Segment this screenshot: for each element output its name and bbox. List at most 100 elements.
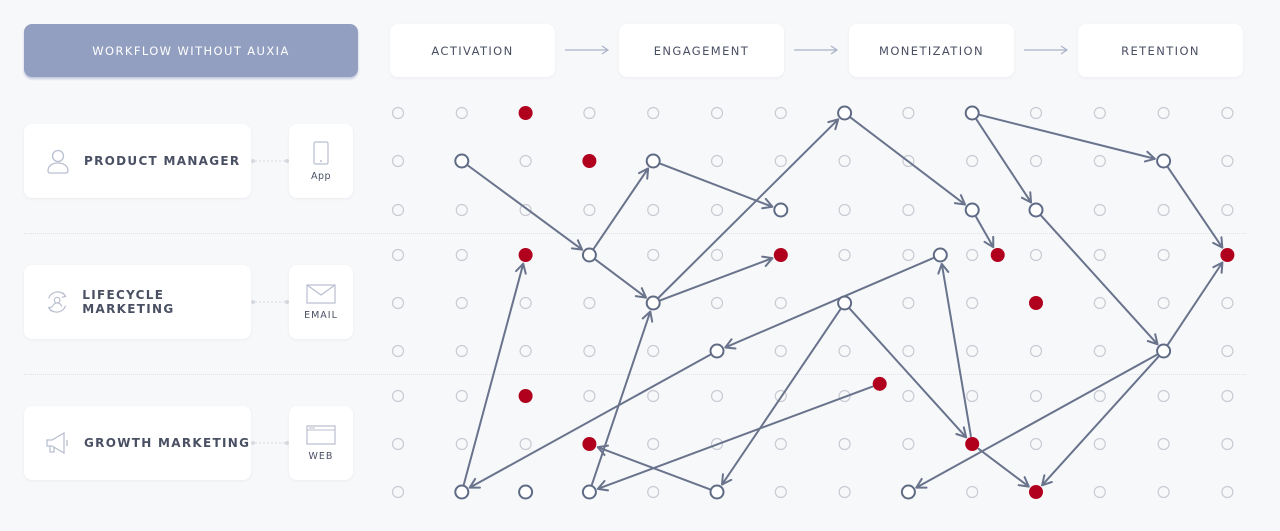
edge-line	[937, 262, 972, 438]
grid-dot	[1221, 154, 1234, 168]
edge-arrow	[915, 353, 1158, 489]
grid-dot	[391, 344, 405, 358]
grid-dot	[583, 296, 596, 310]
grid-dot	[519, 296, 532, 310]
grid-dot	[1029, 106, 1043, 120]
grid-dot	[1093, 344, 1106, 358]
grid-dot	[1029, 344, 1043, 358]
envelope-icon	[306, 283, 336, 304]
workflow-node	[900, 484, 916, 500]
grid-dot	[902, 389, 915, 403]
grid-dot	[1029, 248, 1043, 262]
edge-line	[721, 308, 842, 486]
grid-dot	[710, 437, 724, 451]
grid-dot	[774, 296, 787, 310]
edge-arrow	[975, 118, 1033, 204]
grid-dot	[1157, 203, 1170, 217]
edge-arrow	[596, 444, 711, 491]
role-label: PRODUCT MANAGER	[84, 154, 241, 168]
grid-dot	[774, 389, 787, 403]
grid-dot	[583, 344, 596, 358]
grid-dot	[519, 154, 532, 168]
role-label: GROWTH MARKETING	[84, 436, 251, 450]
workflow-node	[964, 202, 980, 218]
stage-label: RETENTION	[1121, 43, 1200, 58]
dotted-connector	[251, 300, 289, 304]
channel-email: EMAIL	[289, 265, 353, 339]
role-product-manager: PRODUCT MANAGER	[24, 124, 251, 198]
dotted-connector	[251, 159, 289, 163]
edge-arrow	[657, 118, 840, 299]
grid-dot	[902, 296, 915, 310]
channel-web: WEB	[289, 406, 353, 480]
channel-label: WEB	[308, 450, 334, 462]
grid-dot	[1093, 248, 1106, 262]
workflow-node	[964, 105, 980, 121]
grid-dot	[1093, 106, 1106, 120]
grid-dot	[391, 248, 405, 262]
edge-arrow	[975, 215, 995, 249]
edge-line	[596, 385, 874, 492]
grid-dot	[838, 437, 851, 451]
workflow-title-banner: WORKFLOW WITHOUT AUXIA	[24, 24, 358, 77]
user-icon	[47, 149, 69, 174]
grid-dot	[966, 296, 979, 310]
grid-dot	[1029, 389, 1043, 403]
grid-dot	[455, 203, 468, 217]
workflow-node	[581, 247, 597, 263]
workflow-node	[837, 105, 853, 121]
grid-dot	[647, 248, 660, 262]
highlight-node	[990, 248, 1005, 262]
workflow-node	[1028, 202, 1044, 218]
edge-arrow	[848, 307, 968, 439]
grid-dot	[1221, 437, 1234, 451]
channel-label: EMAIL	[304, 309, 338, 321]
grid-dot	[966, 389, 979, 403]
highlight-node	[518, 106, 533, 120]
grid-dot	[902, 203, 915, 217]
grid-dot	[1157, 389, 1170, 403]
grid-dot	[1221, 106, 1234, 120]
user-cycle-icon	[47, 291, 67, 313]
grid-dot	[838, 485, 851, 499]
workflow-node	[1156, 343, 1172, 359]
phone-icon	[313, 140, 329, 165]
grid-dot	[966, 248, 979, 262]
grid-dot	[774, 344, 787, 358]
grid-dot	[1221, 485, 1234, 499]
grid-dot	[647, 485, 660, 499]
edge-line	[1041, 355, 1160, 487]
workflow-node	[709, 343, 725, 359]
edge-line	[590, 310, 654, 486]
grid-dot	[583, 203, 596, 217]
stage-monetization: MONETIZATION	[849, 24, 1014, 77]
grid-dot	[1157, 106, 1170, 120]
megaphone-icon	[46, 431, 68, 455]
workflow-node	[837, 295, 853, 311]
workflow-node	[518, 484, 534, 500]
highlight-node	[582, 437, 597, 451]
grid-dot	[519, 437, 532, 451]
workflow-node	[1156, 153, 1172, 169]
grid-dot	[1157, 437, 1170, 451]
workflow-node	[645, 295, 661, 311]
grid-dot	[838, 248, 851, 262]
grid-dot	[391, 389, 405, 403]
grid-dot	[1221, 344, 1234, 358]
grid-dot	[902, 344, 915, 358]
edge-arrow	[937, 262, 972, 438]
edge-line	[724, 257, 934, 350]
grid-dot	[774, 106, 787, 120]
grid-dot	[1029, 154, 1043, 168]
grid-dot	[902, 437, 915, 451]
channel-app: App	[289, 124, 353, 198]
edge-line	[467, 164, 584, 251]
grid-dot	[1029, 437, 1043, 451]
edge-arrow	[468, 353, 711, 489]
grid-dot	[1093, 296, 1106, 310]
edge-line	[975, 118, 1033, 204]
grid-dot	[1093, 154, 1106, 168]
edge-arrow	[849, 116, 967, 206]
highlight-node	[872, 376, 887, 391]
grid-dot	[391, 485, 405, 499]
